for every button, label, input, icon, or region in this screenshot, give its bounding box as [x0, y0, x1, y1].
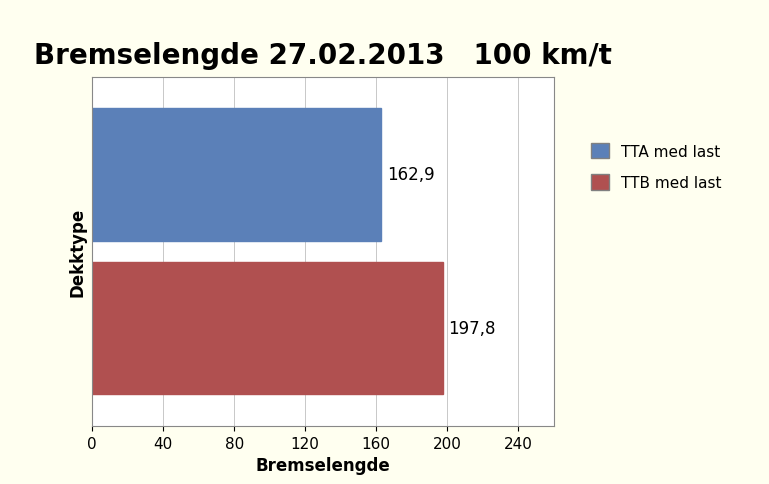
Text: 162,9: 162,9 [387, 166, 434, 184]
Text: 197,8: 197,8 [448, 319, 496, 337]
Y-axis label: Dekktype: Dekktype [68, 207, 87, 296]
X-axis label: Bremselengde: Bremselengde [255, 456, 391, 474]
Title: Bremselengde 27.02.2013   100 km/t: Bremselengde 27.02.2013 100 km/t [34, 42, 612, 70]
Legend: TTA med last, TTB med last: TTA med last, TTB med last [584, 137, 727, 197]
Bar [92, 262, 443, 394]
Bar [92, 109, 381, 241]
